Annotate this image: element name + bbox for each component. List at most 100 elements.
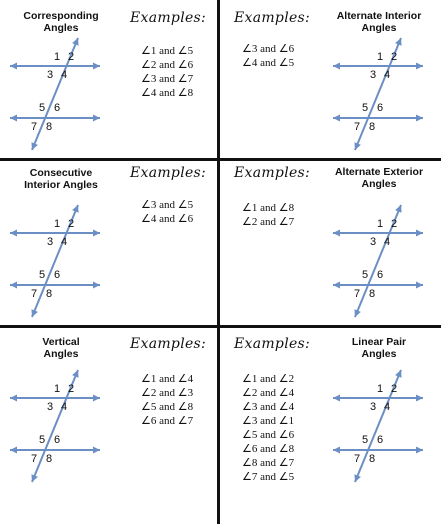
title-line-2: Angles <box>361 348 397 360</box>
horizontal-divider-bottom <box>0 325 441 328</box>
examples-label: Examples: <box>130 10 207 26</box>
angle-number-label: 7 <box>354 121 360 133</box>
angle-number-label: 4 <box>384 69 390 81</box>
angle-number-label: 7 <box>31 121 37 133</box>
angle-number-label: 6 <box>54 434 60 446</box>
angle-number-label: 2 <box>68 51 74 63</box>
transversal-line <box>354 37 402 151</box>
angle-number-label: 1 <box>377 51 383 63</box>
angle-number-label: 4 <box>384 236 390 248</box>
arrowhead-icon <box>10 446 17 454</box>
angle-number-label: 2 <box>391 383 397 395</box>
examples-list: ∠3 and ∠5 ∠4 and ∠6 <box>141 198 193 226</box>
arrowhead-icon <box>10 229 17 237</box>
examples-list: ∠1 and ∠4 ∠2 and ∠3 ∠5 and ∠8 ∠6 and ∠7 <box>141 372 193 428</box>
title-line-2: Interior Angles <box>24 179 98 191</box>
angle-number-label: 7 <box>31 453 37 465</box>
arrowhead-icon <box>333 281 340 289</box>
example-item: ∠3 and ∠1 <box>242 415 295 427</box>
example-item: ∠3 and ∠5 <box>141 199 194 211</box>
angle-number-label: 7 <box>354 453 360 465</box>
angle-number-label: 8 <box>46 288 52 300</box>
angle-number-label: 3 <box>370 401 376 413</box>
arrowhead-icon <box>72 370 79 378</box>
panel-title: Linear Pair Angles <box>324 336 434 360</box>
angle-number-label: 1 <box>54 51 60 63</box>
examples-label: Examples: <box>130 165 207 181</box>
example-item: ∠3 and ∠7 <box>141 73 194 85</box>
arrowhead-icon <box>333 114 340 122</box>
arrowhead-icon <box>395 38 402 46</box>
angle-number-label: 3 <box>370 69 376 81</box>
angle-number-label: 3 <box>47 401 53 413</box>
angle-number-label: 6 <box>377 434 383 446</box>
angle-number-label: 6 <box>54 102 60 114</box>
example-item: ∠7 and ∠5 <box>242 471 295 483</box>
angle-number-label: 4 <box>384 401 390 413</box>
arrowhead-icon <box>333 446 340 454</box>
transversal-line <box>31 204 79 318</box>
panel-title: Alternate Interior Angles <box>324 10 434 34</box>
example-item: ∠5 and ∠6 <box>242 429 295 441</box>
horizontal-divider-top <box>0 158 441 161</box>
arrowhead-icon <box>395 370 402 378</box>
angle-number-label: 1 <box>377 383 383 395</box>
examples-label: Examples: <box>130 336 207 352</box>
panel-title: Alternate Exterior Angles <box>324 166 434 190</box>
angle-number-label: 2 <box>391 218 397 230</box>
example-item: ∠6 and ∠8 <box>242 443 295 455</box>
arrowhead-icon <box>333 62 340 70</box>
examples-label: Examples: <box>234 10 311 26</box>
arrowhead-icon <box>10 394 17 402</box>
arrowhead-icon <box>93 446 100 454</box>
title-line-2: Angles <box>361 178 397 190</box>
angle-number-label: 1 <box>54 383 60 395</box>
example-item: ∠4 and ∠8 <box>141 87 194 99</box>
arrowhead-icon <box>93 229 100 237</box>
title-line-1: Linear Pair <box>351 336 407 348</box>
example-item: ∠2 and ∠6 <box>141 59 194 71</box>
arrowhead-icon <box>395 205 402 213</box>
transversal-line <box>31 369 79 483</box>
transversal-diagram: 1 2 3 4 5 6 7 8 <box>333 204 423 318</box>
example-item: ∠3 and ∠6 <box>242 43 295 55</box>
transversal-diagram: 1 2 3 4 5 6 7 8 <box>10 204 100 318</box>
angle-number-label: 6 <box>377 269 383 281</box>
panel-title: Vertical Angles <box>6 336 116 360</box>
title-line-2: Angles <box>361 22 397 34</box>
angle-number-label: 2 <box>68 383 74 395</box>
examples-label: Examples: <box>234 165 311 181</box>
examples-list: ∠1 and ∠8 ∠2 and ∠7 <box>242 201 294 229</box>
angle-number-label: 8 <box>369 121 375 133</box>
transversal-diagram: 1 2 3 4 5 6 7 8 <box>10 369 100 483</box>
example-item: ∠1 and ∠2 <box>242 373 295 385</box>
transversal-line <box>354 204 402 318</box>
example-item: ∠1 and ∠4 <box>141 373 194 385</box>
title-line-1: Consecutive <box>29 167 93 179</box>
transversal-diagram: 1 2 3 4 5 6 7 8 <box>333 369 423 483</box>
example-item: ∠3 and ∠4 <box>242 401 295 413</box>
title-line-2: Angles <box>43 22 79 34</box>
angle-number-label: 1 <box>54 218 60 230</box>
angle-number-label: 4 <box>61 401 67 413</box>
example-item: ∠6 and ∠7 <box>141 415 194 427</box>
angle-number-label: 5 <box>39 434 45 446</box>
arrowhead-icon <box>354 474 361 482</box>
title-line-1: Corresponding <box>23 10 99 22</box>
angle-number-label: 5 <box>39 102 45 114</box>
example-item: ∠4 and ∠5 <box>242 57 295 69</box>
transversal-line <box>354 369 402 483</box>
examples-label: Examples: <box>234 336 311 352</box>
arrowhead-icon <box>10 62 17 70</box>
title-line-2: Angles <box>43 348 79 360</box>
arrowhead-icon <box>93 281 100 289</box>
arrowhead-icon <box>31 142 38 150</box>
angle-number-label: 7 <box>354 288 360 300</box>
arrowhead-icon <box>354 309 361 317</box>
arrowhead-icon <box>72 205 79 213</box>
examples-list: ∠1 and ∠5 ∠2 and ∠6 ∠3 and ∠7 ∠4 and ∠8 <box>141 44 193 100</box>
